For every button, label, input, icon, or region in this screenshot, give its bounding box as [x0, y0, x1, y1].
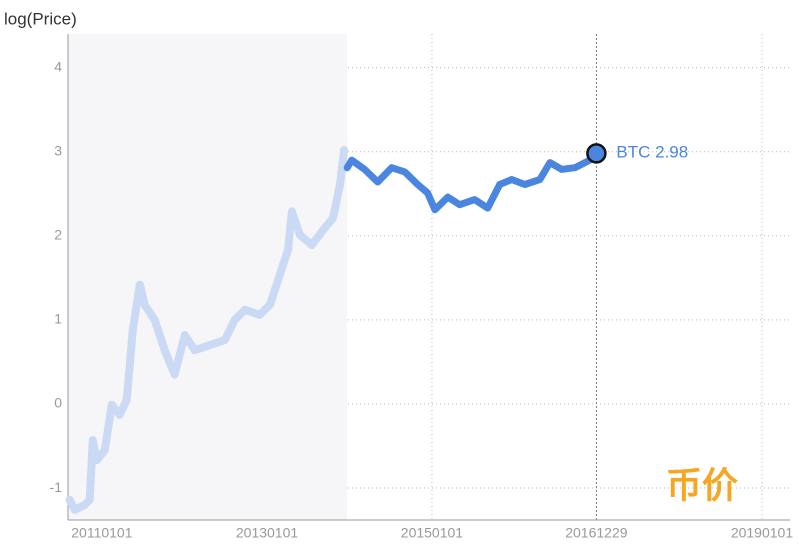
- chart-title: 币价: [666, 465, 738, 506]
- x-tick-label: 20150101: [401, 525, 464, 541]
- y-tick-label: 1: [54, 311, 62, 327]
- y-axis-label: log(Price): [4, 9, 77, 28]
- shaded-region: [68, 34, 347, 520]
- line-series-faded: [65, 146, 349, 514]
- y-tick-label: -1: [50, 479, 63, 495]
- y-tick-label: 3: [54, 142, 62, 158]
- line-series: [343, 149, 600, 214]
- y-tick-label: 0: [54, 395, 62, 411]
- y-tick-label: 2: [54, 227, 62, 243]
- series-name: BTC: [616, 143, 650, 162]
- end-point: [586, 143, 607, 164]
- x-tick-label: 20190101: [731, 525, 794, 541]
- x-tick-label: 20130101: [236, 525, 299, 541]
- end-value: 2.98: [655, 143, 688, 162]
- x-tick-label: 20110101: [71, 525, 132, 541]
- y-tick-label: 4: [54, 58, 62, 74]
- end-label: BTC 2.98: [616, 143, 688, 162]
- x-tick-label: 20161229: [565, 525, 628, 541]
